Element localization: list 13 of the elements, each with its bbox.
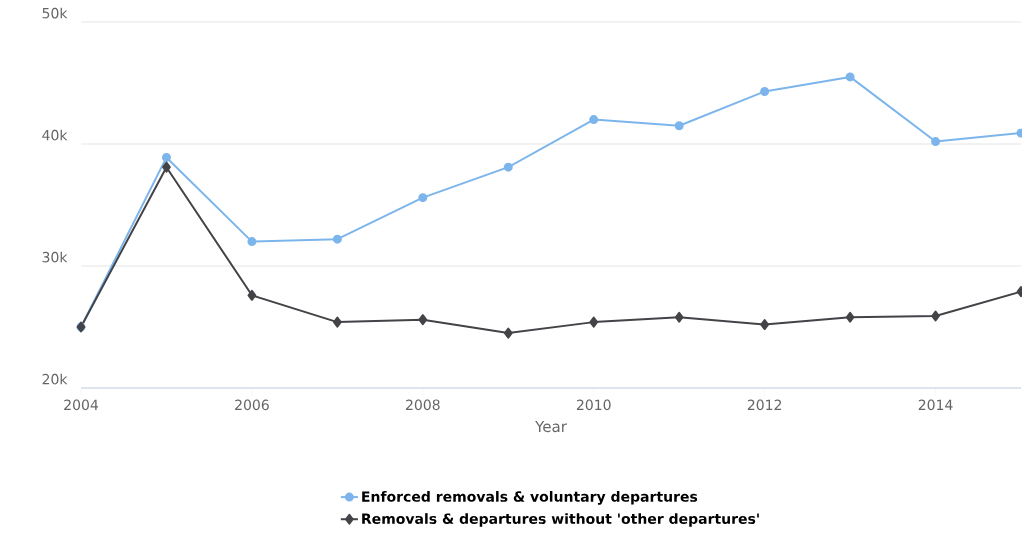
- y-tick-label: 50k: [42, 7, 68, 19]
- legend-label: Enforced removals & voluntary departures: [362, 491, 698, 505]
- x-tick-label: 2014: [918, 399, 953, 411]
- x-tick-label: 2004: [64, 399, 99, 411]
- y-tick-label: 40k: [42, 129, 68, 141]
- y-tick-label: 20k: [42, 373, 68, 385]
- x-tick-label: 2010: [576, 399, 611, 411]
- x-tick-label: 2012: [747, 399, 782, 411]
- x-tick-label: 2008: [406, 399, 440, 411]
- x-axis-title: Year: [535, 420, 567, 433]
- legend-label: Removals & departures without 'other departures': [362, 513, 759, 527]
- x-tick-label: 2006: [235, 399, 269, 411]
- y-tick-label: 30k: [42, 251, 68, 263]
